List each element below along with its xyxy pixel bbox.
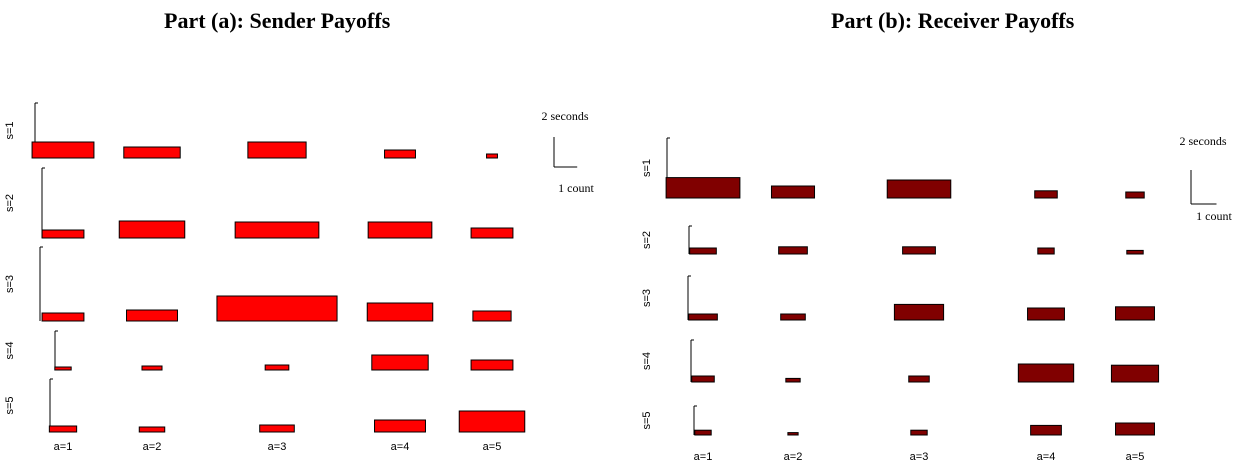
receiver-payoffs-title: Part (b): Receiver Payoffs <box>831 8 1075 33</box>
sender-column-label: a=3 <box>268 441 287 453</box>
receiver-column-label: a=4 <box>1037 451 1056 463</box>
receiver-row-label: s=3 <box>641 289 653 307</box>
receiver-bar <box>893 303 945 321</box>
receiver-column-label: a=2 <box>784 451 803 463</box>
sender-bar <box>367 221 433 239</box>
receiver-bar <box>886 179 952 199</box>
sender-bar <box>470 359 514 371</box>
sender-bar <box>472 310 512 322</box>
receiver-bar <box>1115 306 1155 321</box>
sender-bar <box>138 426 166 433</box>
receiver-bar <box>785 377 801 383</box>
receiver-bar <box>691 375 715 383</box>
receiver-bar <box>902 246 936 255</box>
sender-bar <box>216 295 338 322</box>
receiver-column-label: a=3 <box>910 451 929 463</box>
sender-bar <box>486 153 498 159</box>
receiver-bar <box>689 247 717 255</box>
sender-row-label: s=3 <box>4 275 16 293</box>
sender-column-label: a=2 <box>143 441 162 453</box>
receiver-row-label: s=5 <box>641 411 653 429</box>
receiver-scale-height-label: 2 seconds <box>1180 134 1227 148</box>
receiver-bar <box>770 185 816 199</box>
receiver-row-label: s=1 <box>641 159 653 177</box>
receiver-scale-width-label: 1 count <box>1196 209 1232 223</box>
sender-bar <box>141 365 163 371</box>
sender-bar <box>384 149 416 159</box>
receiver-bar <box>910 429 928 436</box>
sender-column-label: a=1 <box>54 441 73 453</box>
receiver-bar <box>1030 424 1062 436</box>
sender-bar <box>118 220 186 239</box>
receiver-row-label: s=4 <box>641 352 653 370</box>
receiver-bar <box>1110 364 1160 383</box>
receiver-bar <box>688 313 718 321</box>
receiver-bar <box>1037 247 1055 255</box>
sender-bar <box>247 141 307 159</box>
receiver-bar <box>665 177 741 199</box>
sender-row-label: s=1 <box>4 121 16 139</box>
sender-bar <box>123 146 181 159</box>
sender-row-label: s=2 <box>4 194 16 212</box>
sender-bar <box>54 366 72 371</box>
receiver-bar <box>1126 249 1144 255</box>
sender-scale-width-label: 1 count <box>558 181 594 195</box>
receiver-bar <box>694 429 712 436</box>
receiver-row-label: s=2 <box>641 231 653 249</box>
sender-bar <box>371 354 429 371</box>
sender-bar <box>234 221 320 239</box>
receiver-bar <box>908 375 930 383</box>
sender-bar <box>374 419 426 433</box>
receiver-bar <box>1115 422 1155 436</box>
receiver-bar <box>1017 363 1075 383</box>
sender-bar <box>31 141 95 159</box>
sender-bar <box>126 309 178 322</box>
receiver-bar <box>778 246 808 255</box>
sender-bar <box>48 425 78 433</box>
sender-row-label: s=4 <box>4 341 16 359</box>
receiver-bar <box>1034 190 1058 199</box>
sender-column-label: a=5 <box>483 441 502 453</box>
sender-bar <box>259 424 295 433</box>
receiver-column-label: a=5 <box>1126 451 1145 463</box>
sender-bar <box>41 229 85 239</box>
sender-scale-height-label: 2 seconds <box>542 109 589 123</box>
sender-column-label: a=4 <box>391 441 410 453</box>
receiver-bar <box>780 313 806 321</box>
sender-bar <box>458 410 526 433</box>
sender-bar <box>264 364 290 371</box>
receiver-bar <box>1125 191 1145 199</box>
receiver-bar <box>787 432 799 436</box>
sender-bar <box>366 302 434 322</box>
sender-payoffs-title: Part (a): Sender Payoffs <box>164 8 391 33</box>
sender-row-label: s=5 <box>4 396 16 414</box>
sender-bar <box>41 312 85 322</box>
sender-bar <box>470 227 514 239</box>
receiver-column-label: a=1 <box>694 451 713 463</box>
receiver-bar <box>1027 307 1065 321</box>
